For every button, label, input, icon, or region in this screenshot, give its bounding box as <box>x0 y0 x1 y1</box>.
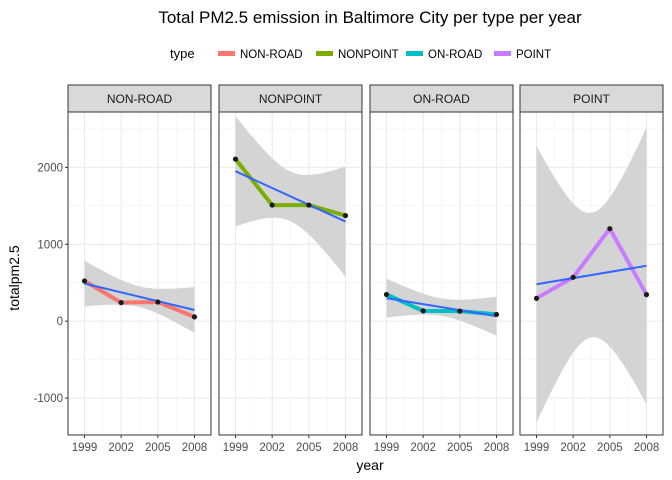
legend-key <box>218 51 235 56</box>
data-point <box>420 308 426 314</box>
chart-title: Total PM2.5 emission in Baltimore City p… <box>158 8 582 27</box>
facet-strip <box>369 84 514 113</box>
x-tick-label: 2008 <box>333 442 359 454</box>
legend-label: ON-ROAD <box>428 49 482 61</box>
data-point <box>191 314 198 320</box>
data-point <box>306 202 312 208</box>
x-tick-label: 2005 <box>597 442 623 454</box>
facet-panel: ON-ROAD 1999 2002 2005 2008 <box>369 84 514 454</box>
x-tick-label: 2005 <box>145 442 171 454</box>
facet-strip <box>218 84 363 113</box>
legend: type NON-ROAD NONPOINT ON-ROAD POINT <box>170 46 551 61</box>
facet-strip <box>67 84 212 113</box>
x-tick-label: 2008 <box>182 442 208 454</box>
x-tick-label: 2008 <box>484 442 510 454</box>
legend-key <box>316 51 333 56</box>
trend-line <box>235 170 346 223</box>
x-tick-label: 1999 <box>223 442 249 454</box>
x-tick-label: 2008 <box>634 442 660 454</box>
series-line <box>535 226 649 301</box>
data-point <box>493 311 500 318</box>
y-tick-label: 1000 <box>37 239 63 251</box>
y-tick-label: 0 <box>57 316 63 328</box>
facet-strip-label: NONPOINT <box>259 92 323 106</box>
legend-item: NONPOINT <box>316 49 399 61</box>
facet-panel: POINT 1999 2002 2005 2008 <box>519 84 664 454</box>
data-point <box>118 300 124 306</box>
data-point <box>383 291 390 298</box>
facet-strip-label: NON-ROAD <box>107 92 173 106</box>
legend-label: NONPOINT <box>338 49 399 61</box>
x-tick-label: 1999 <box>72 442 98 454</box>
data-point <box>570 274 576 280</box>
x-tick-label: 2005 <box>447 442 473 454</box>
data-point <box>342 212 349 219</box>
facet-strip-label: ON-ROAD <box>413 92 470 106</box>
x-tick-label: 2002 <box>560 442 586 454</box>
data-point <box>269 202 275 208</box>
y-tick-label: -1000 <box>34 393 63 405</box>
y-axis-label: totalpm2.5 <box>6 245 22 311</box>
series-line <box>83 279 196 319</box>
x-tick-label: 2005 <box>296 442 322 454</box>
legend-label: POINT <box>516 49 551 61</box>
series-line <box>233 157 347 218</box>
data-point <box>457 308 463 314</box>
x-tick-label: 2002 <box>108 442 134 454</box>
x-tick-label: 1999 <box>374 442 400 454</box>
legend-key <box>494 51 511 56</box>
legend-key <box>406 51 423 56</box>
facet-panel: NONPOINT 1999 2002 2005 2008 <box>218 84 363 454</box>
x-tick-label: 2002 <box>410 442 436 454</box>
facet-strip-label: POINT <box>573 92 610 106</box>
x-tick-label: 2002 <box>259 442 285 454</box>
legend-item: ON-ROAD <box>406 49 482 61</box>
data-point <box>232 156 239 162</box>
data-point <box>533 295 540 301</box>
legend-item: NON-ROAD <box>218 49 303 61</box>
y-tick-label: 2000 <box>37 162 63 174</box>
data-point <box>643 292 650 298</box>
x-tick-label: 1999 <box>524 442 550 454</box>
legend-label: NON-ROAD <box>240 49 303 61</box>
trend-line <box>386 297 497 318</box>
data-point <box>155 299 161 305</box>
data-point <box>607 226 613 232</box>
facet-panel: NON-ROAD 1999 2002 2005 2008 <box>67 84 212 454</box>
legend-title: type <box>170 46 195 61</box>
facet-strip <box>519 84 664 113</box>
legend-item: POINT <box>494 49 551 61</box>
x-axis-label: year <box>356 457 384 473</box>
data-point <box>81 278 88 284</box>
trend-line <box>536 264 647 286</box>
trend-line <box>84 282 195 312</box>
